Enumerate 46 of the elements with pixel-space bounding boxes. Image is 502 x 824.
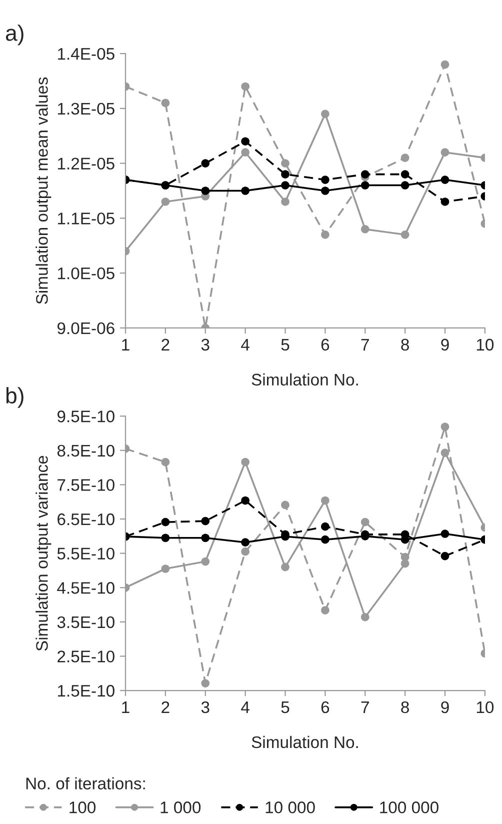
x-tick-label: 6	[321, 338, 330, 351]
y-tick-label: 9.5E-10	[57, 410, 114, 422]
x-tick-label: 2	[162, 338, 170, 350]
x-tick-label: 3	[201, 701, 210, 714]
x-tick-label: 10	[476, 701, 494, 714]
legend-label: 100 000	[380, 802, 438, 814]
y-axis-title: Simulation output variance	[36, 456, 52, 651]
x-tick-label: 7	[361, 338, 369, 350]
x-tick-label: 1	[122, 338, 130, 350]
y-axis-title: Simulation output mean values	[36, 77, 52, 304]
x-tick-label: 10	[476, 338, 494, 351]
y-tick-label: 1.0E-05	[58, 267, 114, 280]
y-tick-label: 4.5E-10	[57, 582, 114, 594]
chart-title: b)	[6, 387, 24, 408]
legend-label: 100	[70, 802, 96, 814]
y-tick-label: 2.5E-10	[58, 650, 114, 662]
x-tick-label: 8	[401, 701, 409, 714]
y-tick-label: 9.0E-06	[57, 322, 114, 334]
chart-title: a)	[6, 24, 24, 46]
x-tick-label: 9	[441, 701, 449, 714]
y-tick-label: 1.3E-05	[58, 102, 114, 115]
y-tick-label: 7.5E-10	[58, 479, 114, 491]
x-axis-title: Simulation No.	[252, 736, 358, 748]
y-tick-label: 3.5E-10	[57, 616, 114, 628]
y-tick-label: 1.1E-05	[58, 212, 114, 224]
x-tick-label: 4	[241, 338, 250, 350]
x-tick-label: 3	[201, 338, 210, 351]
y-tick-label: 5.5E-10	[57, 548, 114, 560]
x-tick-label: 8	[401, 338, 409, 351]
x-tick-label: 6	[321, 701, 330, 714]
x-tick-label: 5	[281, 702, 290, 714]
x-tick-label: 7	[361, 702, 369, 714]
x-axis-title: Simulation No.	[252, 373, 358, 386]
x-tick-label: 5	[281, 338, 290, 351]
x-tick-label: 9	[441, 338, 449, 351]
y-tick-label: 6.5E-10	[58, 513, 114, 526]
legend-label: 1 000	[160, 802, 201, 814]
y-tick-label: 1.5E-10	[58, 684, 114, 697]
x-tick-label: 4	[241, 702, 250, 714]
x-tick-label: 2	[162, 701, 170, 714]
legend-label: 10 000	[266, 802, 315, 814]
legend-title: No. of iterations:	[26, 777, 145, 790]
y-tick-label: 1.2E-05	[58, 158, 114, 170]
y-tick-label: 8.5E-10	[57, 444, 114, 457]
y-tick-label: 1.4E-05	[58, 48, 114, 60]
x-tick-label: 1	[122, 702, 130, 714]
